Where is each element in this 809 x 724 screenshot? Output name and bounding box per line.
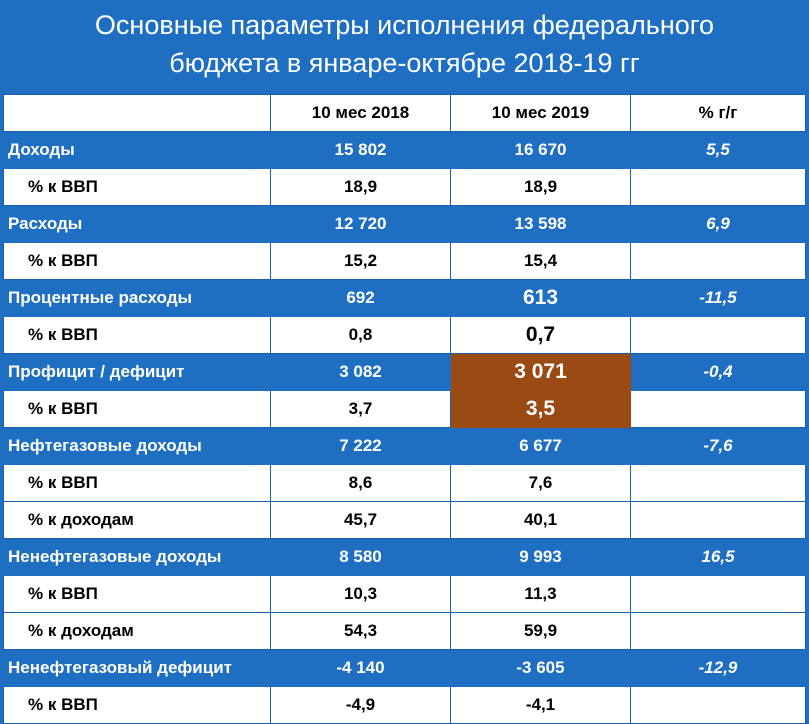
header-cell-2018: 10 мес 2018 <box>270 94 451 132</box>
value-2019: 6 677 <box>450 427 631 465</box>
row-label: % к ВВП <box>3 316 271 354</box>
table-row: Ненефтегазовые доходы 8 580 9 993 16,5 <box>3 538 806 576</box>
value-2018: 10,3 <box>270 575 451 613</box>
row-label: Ненефтегазовые доходы <box>3 538 271 576</box>
value-yoy <box>630 242 806 280</box>
table-row: Ненефтегазовый дефицит -4 140 -3 605 -12… <box>3 649 806 687</box>
value-yoy <box>630 612 806 650</box>
table-row: % к доходам 54,3 59,9 <box>3 612 806 650</box>
value-yoy: 16,5 <box>630 538 806 576</box>
table-row: Доходы 15 802 16 670 5,5 <box>3 131 806 169</box>
table-row: % к доходам 45,7 40,1 <box>3 501 806 539</box>
table-row: % к ВВП 8,6 7,6 <box>3 464 806 502</box>
value-yoy <box>630 464 806 502</box>
row-label: Профицит / дефицит <box>3 353 271 391</box>
row-label: % к ВВП <box>3 464 271 502</box>
table-row: % к ВВП 10,3 11,3 <box>3 575 806 613</box>
value-2019: 13 598 <box>450 205 631 243</box>
value-2018: 3,7 <box>270 390 451 428</box>
row-label: % к ВВП <box>3 242 271 280</box>
table-row: % к ВВП 0,8 0,7 <box>3 316 806 354</box>
value-2019: 9 993 <box>450 538 631 576</box>
value-2018: 8,6 <box>270 464 451 502</box>
value-2019: -3 605 <box>450 649 631 687</box>
row-label: Ненефтегазовый дефицит <box>3 649 271 687</box>
row-label: Доходы <box>3 131 271 169</box>
table-row: % к ВВП 15,2 15,4 <box>3 242 806 280</box>
value-yoy: -11,5 <box>630 279 806 317</box>
value-yoy <box>630 575 806 613</box>
value-2018: 12 720 <box>270 205 451 243</box>
table-header-row: 10 мес 2018 10 мес 2019 % г/г <box>3 94 806 132</box>
value-yoy <box>630 501 806 539</box>
value-2018: 15 802 <box>270 131 451 169</box>
value-2018: 45,7 <box>270 501 451 539</box>
table-row: % к ВВП 3,7 3,5 <box>3 390 806 428</box>
row-label: % к доходам <box>3 612 271 650</box>
value-2019: 18,9 <box>450 168 631 206</box>
table-row: % к ВВП 18,9 18,9 <box>3 168 806 206</box>
value-yoy: 6,9 <box>630 205 806 243</box>
row-label: % к ВВП <box>3 686 271 724</box>
value-2018: -4,9 <box>270 686 451 724</box>
value-2018: 692 <box>270 279 451 317</box>
value-2019-highlighted: 3,5 <box>450 390 631 428</box>
value-2018: 15,2 <box>270 242 451 280</box>
value-yoy <box>630 168 806 206</box>
value-yoy: -12,9 <box>630 649 806 687</box>
value-yoy <box>630 390 806 428</box>
table-row: Расходы 12 720 13 598 6,9 <box>3 205 806 243</box>
value-yoy <box>630 316 806 354</box>
value-2018: 18,9 <box>270 168 451 206</box>
header-cell-yoy: % г/г <box>630 94 806 132</box>
header-cell-label <box>3 94 271 132</box>
value-2018: 7 222 <box>270 427 451 465</box>
row-label: % к ВВП <box>3 168 271 206</box>
row-label: Расходы <box>3 205 271 243</box>
table-row: Нефтегазовые доходы 7 222 6 677 -7,6 <box>3 427 806 465</box>
value-2018: 54,3 <box>270 612 451 650</box>
value-2019: 40,1 <box>450 501 631 539</box>
row-label: % к ВВП <box>3 390 271 428</box>
row-label: Процентные расходы <box>3 279 271 317</box>
value-2019: 11,3 <box>450 575 631 613</box>
row-label: % к доходам <box>3 501 271 539</box>
value-2019: 0,7 <box>450 316 631 354</box>
value-2019: 16 670 <box>450 131 631 169</box>
title-line-1: Основные параметры исполнения федерально… <box>94 10 715 40</box>
value-2019: 7,6 <box>450 464 631 502</box>
value-2018: 0,8 <box>270 316 451 354</box>
row-label: % к ВВП <box>3 575 271 613</box>
value-yoy: 5,5 <box>630 131 806 169</box>
value-2019: 613 <box>450 279 631 317</box>
value-2019: 59,9 <box>450 612 631 650</box>
value-2019-highlighted: 3 071 <box>450 353 631 391</box>
budget-table: 10 мес 2018 10 мес 2019 % г/г Доходы 15 … <box>3 94 806 724</box>
title-line-2: бюджета в январе-октябре 2018-19 гг <box>169 48 640 78</box>
value-2018: -4 140 <box>270 649 451 687</box>
row-label: Нефтегазовые доходы <box>3 427 271 465</box>
value-2018: 3 082 <box>270 353 451 391</box>
table-row: Процентные расходы 692 613 -11,5 <box>3 279 806 317</box>
header-cell-2019: 10 мес 2019 <box>450 94 631 132</box>
value-2019: 15,4 <box>450 242 631 280</box>
value-2019: -4,1 <box>450 686 631 724</box>
value-2018: 8 580 <box>270 538 451 576</box>
table-row: Профицит / дефицит 3 082 3 071 -0,4 <box>3 353 806 391</box>
value-yoy: -7,6 <box>630 427 806 465</box>
page-title: Основные параметры исполнения федерально… <box>0 0 809 88</box>
value-yoy <box>630 686 806 724</box>
value-yoy: -0,4 <box>630 353 806 391</box>
table-row: % к ВВП -4,9 -4,1 <box>3 686 806 724</box>
